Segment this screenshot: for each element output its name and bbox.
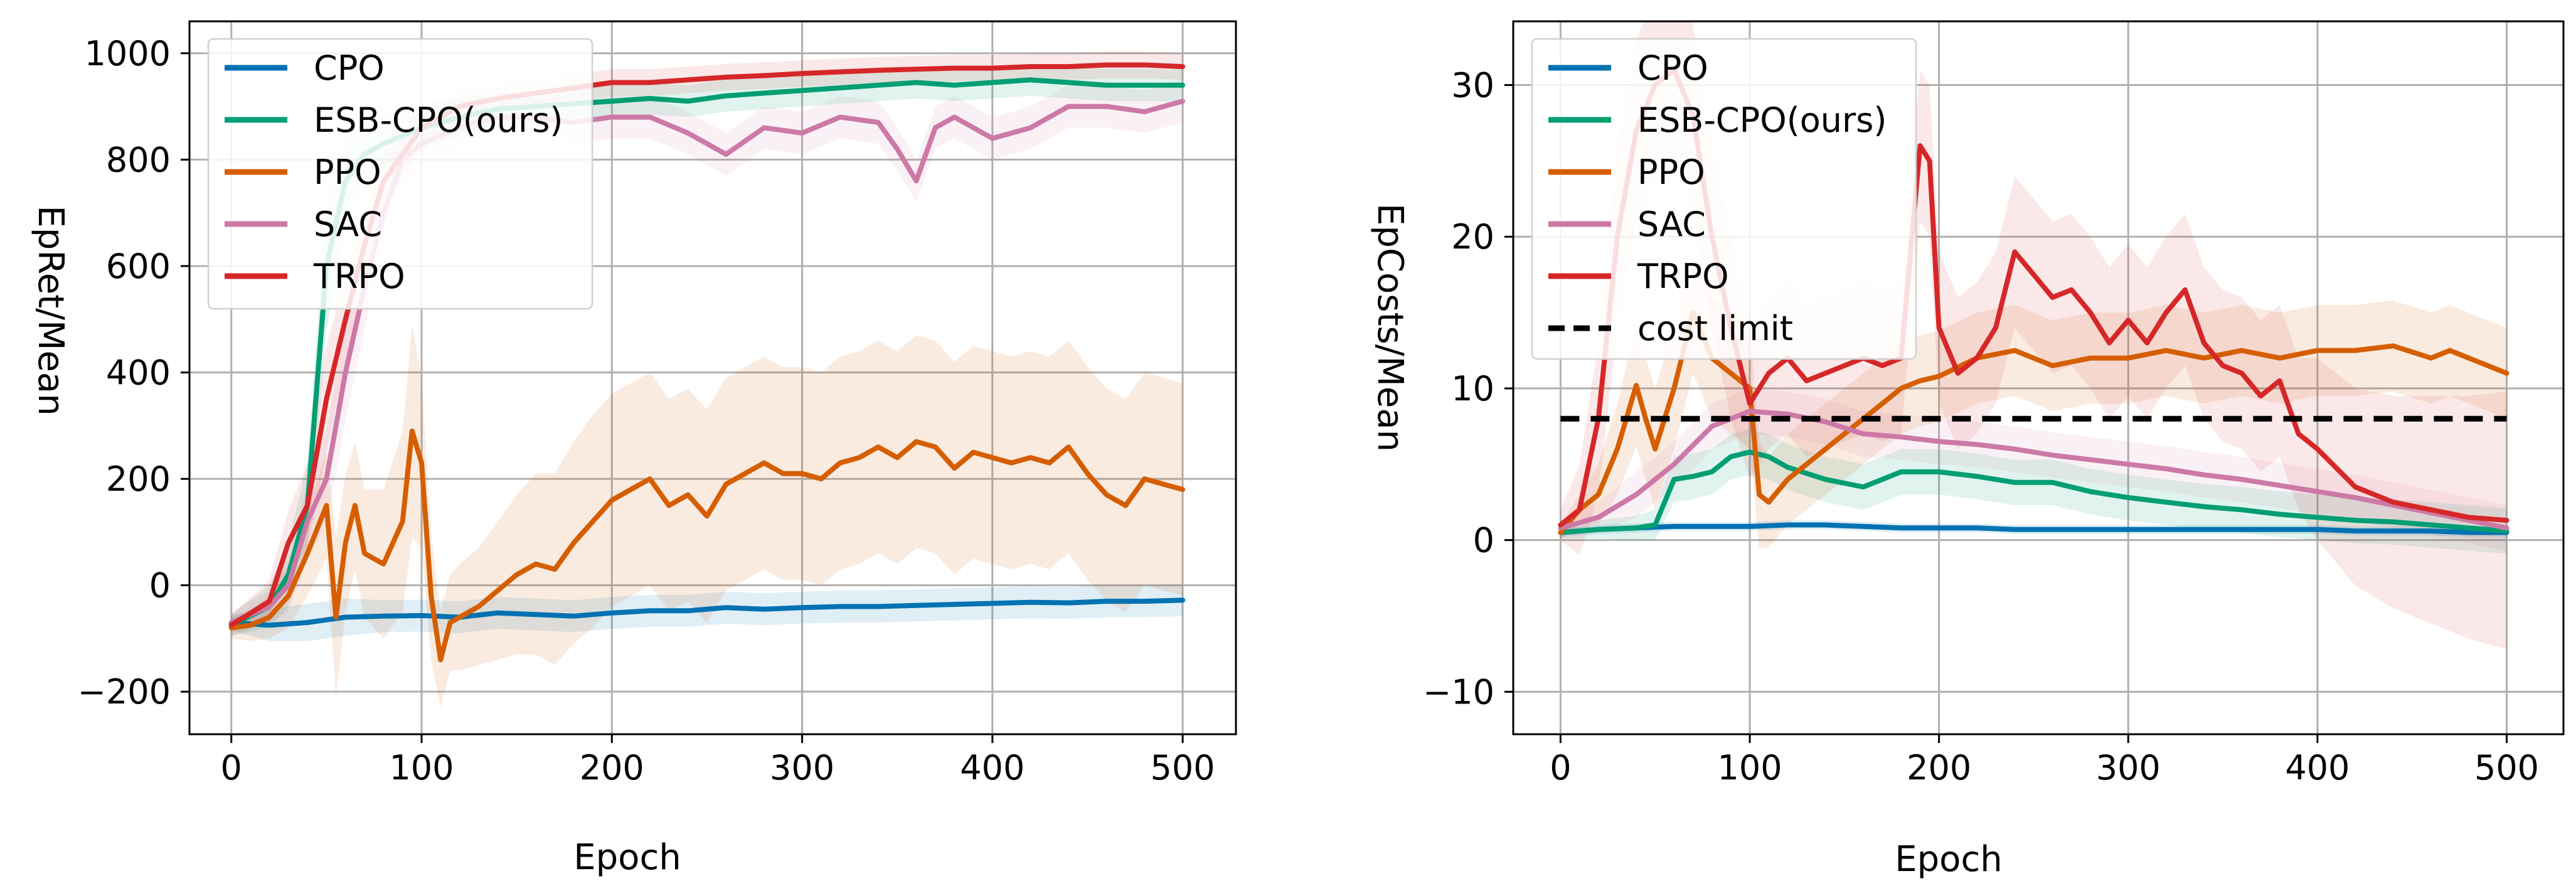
- x-tick-label: 200: [580, 748, 644, 788]
- chart-0-plot-area: [228, 51, 1186, 708]
- legend-label: ESB-CPO(ours): [314, 100, 563, 140]
- x-tick-label: 300: [2096, 748, 2161, 788]
- x-tick-label: 0: [1550, 748, 1571, 788]
- x-tick-label: 100: [1717, 748, 1782, 788]
- y-tick-label: 0: [1473, 521, 1494, 560]
- series-line-cpo: [1558, 522, 2509, 535]
- x-tick-label: 200: [1907, 748, 1971, 788]
- y-tick-label: 30: [1451, 66, 1494, 105]
- legend-frame: [207, 38, 593, 310]
- chart-0-frame: [188, 20, 1237, 735]
- y-tick-label: 20: [1451, 217, 1494, 257]
- x-tick-label: 0: [221, 748, 242, 788]
- y-tick-label: −200: [78, 672, 171, 712]
- chart-1-plot-area: [1558, 21, 2509, 650]
- x-tick-label: 100: [389, 748, 454, 788]
- legend-frame: [1531, 38, 1917, 360]
- legend-label: TRPO: [313, 257, 405, 296]
- x-tick-label: 400: [960, 748, 1025, 788]
- legend-label: ESB-CPO(ours): [1637, 100, 1887, 140]
- chart-1-xlabel: Epoch: [1895, 839, 2002, 880]
- chart-1-frame: [1512, 20, 2565, 735]
- series-line-trpo: [228, 62, 1186, 628]
- y-tick-label: 600: [106, 247, 171, 286]
- chart-0-ylabel: EpRet/Mean: [30, 205, 71, 415]
- legend-label: PPO: [1637, 152, 1705, 192]
- band-sac: [1560, 388, 2507, 551]
- legend-label: PPO: [314, 152, 381, 192]
- y-tick-label: 400: [106, 353, 171, 393]
- legend-label: SAC: [1637, 205, 1706, 244]
- chart-episode-return: EpRet/Mean Epoch 0 100 200 300 400 500 −200 0 20…: [30, 20, 1237, 878]
- series-line-cpo: [228, 597, 1186, 628]
- band-trpo: [1560, 21, 2507, 650]
- series-line-esb-cpo-ours-: [1558, 449, 2509, 535]
- y-tick-label: 0: [149, 566, 171, 606]
- y-tick-label: 1000: [85, 34, 171, 73]
- chart-0-xlabel: Epoch: [573, 837, 681, 878]
- chart-episode-costs: EpCosts/Mean Epoch 0 100 200 300 400 500 −10 0 1…: [1370, 20, 2565, 880]
- y-tick-label: 200: [106, 459, 171, 499]
- y-tick-label: 800: [106, 140, 171, 179]
- chart-1-legend: CPO ESB-CPO(ours) PPO SAC TRPO cost limit: [1531, 38, 1917, 360]
- series-line-sac: [1558, 409, 2509, 531]
- chart-0-legend: CPO ESB-CPO(ours) PPO SAC TRPO: [207, 38, 593, 310]
- chart-1-ylabel: EpCosts/Mean: [1370, 203, 1410, 452]
- band-cpo: [231, 584, 1183, 641]
- legend-label: CPO: [1637, 48, 1708, 88]
- x-tick-label: 500: [1151, 748, 1215, 788]
- x-tick-label: 400: [2285, 748, 2350, 788]
- legend-label: TRPO: [1637, 257, 1729, 296]
- band-esb-cpo-ours-: [1560, 429, 2507, 554]
- x-tick-label: 300: [770, 748, 834, 788]
- y-tick-label: 10: [1451, 369, 1494, 409]
- series-line-sac: [228, 99, 1186, 625]
- x-tick-label: 500: [2474, 748, 2539, 788]
- legend-label: cost limit: [1637, 309, 1793, 348]
- legend-label: CPO: [314, 48, 385, 88]
- series-line-ppo: [228, 428, 1186, 663]
- legend-label: SAC: [314, 205, 382, 244]
- y-tick-label: −10: [1423, 672, 1494, 712]
